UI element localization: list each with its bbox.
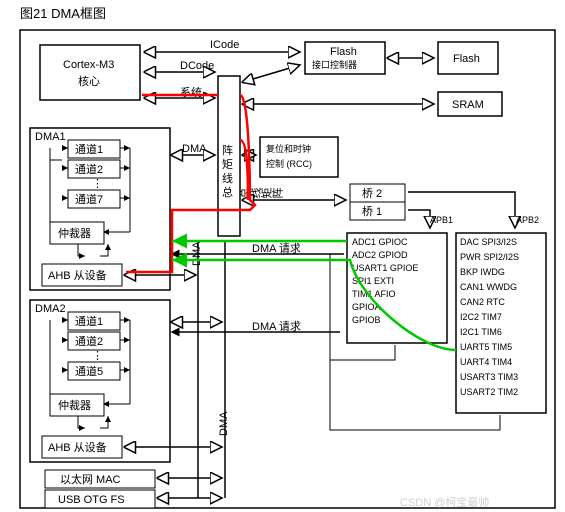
svg-text:通道2: 通道2 — [75, 334, 103, 348]
flash-if-node: Flash 接口控制器 — [305, 42, 385, 74]
periph2-box: DAC SPI3/I2S PWR SPI2/I2S BKP IWDG CAN1 … — [456, 233, 546, 413]
svg-text:CAN2 RTC: CAN2 RTC — [460, 297, 505, 307]
dma2-block: DMA2 通道1 通道2 ⋮ 通道5 仲裁器 AHB 从设备 — [30, 300, 170, 462]
dma-req-label2: DMA 请求 — [252, 320, 301, 333]
svg-text:Flash: Flash — [330, 46, 357, 58]
svg-text:DMA1: DMA1 — [35, 131, 66, 143]
cortex-node: Cortex-M3 核心 — [40, 45, 140, 100]
bridge1-node: 桥 1 — [350, 202, 405, 220]
svg-text:总线矩阵: 总线矩阵 — [238, 188, 284, 201]
svg-text:Flash: Flash — [453, 53, 480, 65]
svg-text:通道7: 通道7 — [75, 192, 103, 206]
svg-text:ADC1 GPIOC: ADC1 GPIOC — [352, 237, 408, 247]
bridge2-node: 桥 2 — [350, 184, 405, 202]
svg-text:DMA2: DMA2 — [35, 303, 66, 315]
apb2-label: APB2 — [516, 215, 539, 225]
watermark: CSDN @柯宝最帅 — [400, 495, 489, 509]
svg-text:线: 线 — [222, 171, 233, 185]
system-label: 系统 — [180, 86, 202, 99]
svg-text:BKP IWDG: BKP IWDG — [460, 267, 505, 277]
svg-text:以太网 MAC: 以太网 MAC — [60, 473, 121, 486]
svg-text:⋮: ⋮ — [92, 178, 103, 190]
svg-text:通道5: 通道5 — [75, 364, 103, 378]
svg-text:通道2: 通道2 — [75, 162, 103, 176]
rcc-node: 复位和时钟 控制 (RCC) — [260, 137, 338, 177]
svg-text:UART5 TIM5: UART5 TIM5 — [460, 342, 512, 352]
svg-text:⋮: ⋮ — [92, 350, 103, 362]
svg-text:USART1 GPIOE: USART1 GPIOE — [352, 263, 418, 273]
svg-text:通道1: 通道1 — [75, 142, 103, 156]
svg-text:CAN1 WWDG: CAN1 WWDG — [460, 282, 517, 292]
svg-text:AHB 从设备: AHB 从设备 — [48, 268, 107, 282]
figure-title: 图21 DMA框图 — [20, 6, 106, 21]
svg-text:ADC2 GPIOD: ADC2 GPIOD — [352, 250, 408, 260]
svg-text:阵: 阵 — [222, 143, 233, 157]
svg-text:通道1: 通道1 — [75, 314, 103, 328]
dma-req-label1: DMA 请求 — [252, 242, 301, 255]
svg-text:总: 总 — [222, 185, 233, 199]
eth-node: 以太网 MAC — [45, 470, 155, 488]
periph1-box: ADC1 GPIOC ADC2 GPIOD USART1 GPIOE SPI1 … — [347, 233, 447, 343]
svg-text:控制 (RCC): 控制 (RCC) — [266, 158, 312, 169]
svg-text:USART3 TIM3: USART3 TIM3 — [460, 372, 518, 382]
svg-text:GPIOB: GPIOB — [352, 315, 381, 325]
svg-text:矩: 矩 — [222, 158, 233, 171]
apb1-label: APB1 — [430, 215, 453, 225]
svg-text:I2C1 TIM6: I2C1 TIM6 — [460, 327, 502, 337]
svg-text:PWR SPI2/I2S: PWR SPI2/I2S — [460, 252, 519, 262]
svg-text:USART2 TIM2: USART2 TIM2 — [460, 387, 518, 397]
svg-text:I2C2 TIM7: I2C2 TIM7 — [460, 312, 502, 322]
svg-text:SRAM: SRAM — [452, 99, 484, 111]
dma-vlabel2: DMA — [218, 411, 230, 436]
dma1-block: DMA1 通道1 通道2 ⋮ 通道7 仲裁器 AHB 从设备 — [30, 128, 170, 290]
svg-text:仲裁器: 仲裁器 — [58, 398, 91, 412]
sram-node: SRAM — [438, 92, 502, 116]
svg-text:仲裁器: 仲裁器 — [58, 226, 91, 240]
svg-text:USB OTG FS: USB OTG FS — [58, 494, 125, 506]
svg-text:桥 2: 桥 2 — [362, 187, 382, 200]
dma-label1: DMA — [182, 143, 207, 155]
svg-text:接口控制器: 接口控制器 — [312, 59, 357, 70]
flash-node: Flash — [438, 42, 498, 74]
svg-text:UART4 TIM4: UART4 TIM4 — [460, 357, 512, 367]
svg-text:AHB 从设备: AHB 从设备 — [48, 440, 107, 454]
icode-label: ICode — [210, 39, 239, 51]
svg-text:桥 1: 桥 1 — [362, 205, 382, 218]
dcode-label: DCode — [180, 60, 214, 72]
svg-text:DAC SPI3/I2S: DAC SPI3/I2S — [460, 237, 517, 247]
usb-node: USB OTG FS — [45, 490, 155, 508]
svg-text:Cortex-M3: Cortex-M3 — [63, 59, 114, 71]
svg-text:复位和时钟: 复位和时钟 — [266, 143, 311, 154]
svg-text:核心: 核心 — [78, 74, 100, 88]
svg-text:TIM1 AFIO: TIM1 AFIO — [352, 289, 396, 299]
